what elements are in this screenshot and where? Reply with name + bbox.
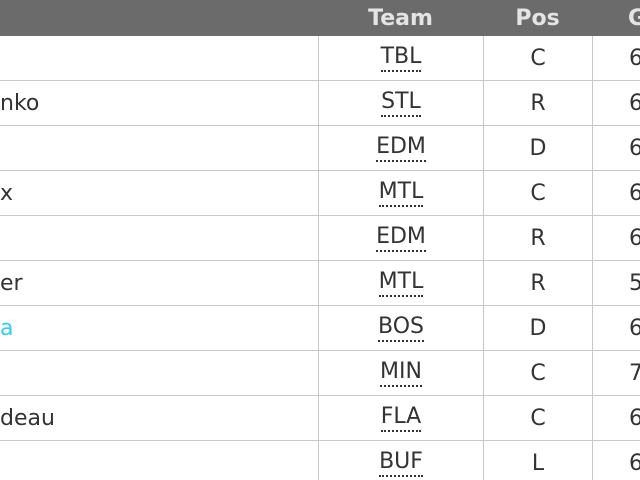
team-abbr: MIN xyxy=(380,359,422,387)
gp-cell: 6 xyxy=(592,216,640,260)
player-cell: deau xyxy=(0,396,318,440)
table-row: deau FLA C6 xyxy=(0,396,640,441)
gp-cell: 6 xyxy=(592,81,640,125)
gp-cell: 6 xyxy=(592,306,640,350)
team-cell: TBL xyxy=(318,36,483,80)
gp-cell: 7 xyxy=(592,351,640,395)
team-abbr: EDM xyxy=(376,224,426,252)
header-cell[interactable]: G xyxy=(628,5,640,31)
pos-cell: D xyxy=(483,306,592,350)
team-cell: BUF xyxy=(318,441,483,480)
table-row: EDM R6 xyxy=(0,216,640,261)
player-name: nko xyxy=(0,90,40,116)
team-cell: BOS xyxy=(318,306,483,350)
gp-cell: 5 xyxy=(592,261,640,305)
gp-cell: 6 xyxy=(592,441,640,480)
pos-cell: C xyxy=(483,171,592,215)
player-cell xyxy=(0,441,318,480)
player-name: x xyxy=(0,180,14,206)
team-abbr: MTL xyxy=(378,269,424,297)
team-cell: STL xyxy=(318,81,483,125)
player-cell: a xyxy=(0,306,318,350)
player-name: er xyxy=(0,270,23,296)
gp-cell: 6 xyxy=(592,36,640,80)
player-cell xyxy=(0,351,318,395)
pos-cell: D xyxy=(483,126,592,170)
player-link[interactable]: a xyxy=(0,315,14,341)
player-cell xyxy=(0,126,318,170)
team-abbr: BOS xyxy=(378,314,424,342)
gp-cell: 6 xyxy=(592,171,640,215)
table-row: MIN C7 xyxy=(0,351,640,396)
team-cell: FLA xyxy=(318,396,483,440)
team-abbr: EDM xyxy=(376,134,426,162)
table-row: EDM D6 xyxy=(0,126,640,171)
team-cell: MIN xyxy=(318,351,483,395)
pos-cell: L xyxy=(483,441,592,480)
gp-cell: 6 xyxy=(592,396,640,440)
team-abbr: FLA xyxy=(380,404,422,432)
pos-cell: R xyxy=(483,216,592,260)
table-row: x MTL C6 xyxy=(0,171,640,216)
table-row: BUF L6 xyxy=(0,441,640,480)
team-abbr: BUF xyxy=(379,449,423,477)
team-abbr: STL xyxy=(381,89,421,117)
player-cell: nko xyxy=(0,81,318,125)
header-row: Team Pos G xyxy=(0,0,640,36)
team-abbr: MTL xyxy=(378,179,424,207)
team-cell: MTL xyxy=(318,261,483,305)
player-cell xyxy=(0,216,318,260)
player-cell: x xyxy=(0,171,318,215)
pos-cell: R xyxy=(483,81,592,125)
gp-cell: 6 xyxy=(592,126,640,170)
player-name: deau xyxy=(0,405,55,431)
player-cell: er xyxy=(0,261,318,305)
table-row: nko STL R6 xyxy=(0,81,640,126)
table-row: TBL C6 xyxy=(0,36,640,81)
header-cell[interactable]: Team xyxy=(368,5,433,31)
team-abbr: TBL xyxy=(380,44,422,72)
pos-cell: C xyxy=(483,36,592,80)
table-row: a BOS D6 xyxy=(0,306,640,351)
team-cell: EDM xyxy=(318,126,483,170)
header-cell xyxy=(0,0,318,36)
team-cell: EDM xyxy=(318,216,483,260)
header-cell[interactable]: Pos xyxy=(515,5,560,31)
pos-cell: C xyxy=(483,351,592,395)
table-row: er MTL R5 xyxy=(0,261,640,306)
team-cell: MTL xyxy=(318,171,483,215)
player-cell xyxy=(0,36,318,80)
pos-cell: R xyxy=(483,261,592,305)
pos-cell: C xyxy=(483,396,592,440)
